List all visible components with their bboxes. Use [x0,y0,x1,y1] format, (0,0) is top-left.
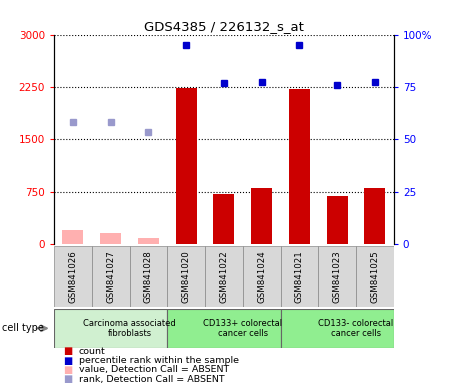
Bar [138,238,159,244]
Text: GSM841028: GSM841028 [144,250,153,303]
Text: cell type: cell type [2,323,44,333]
Bar [356,246,394,307]
Text: GSM841025: GSM841025 [370,250,379,303]
Bar [280,309,394,348]
Bar [251,188,272,244]
Text: ■: ■ [63,374,72,384]
Bar [54,246,92,307]
Bar [213,194,234,244]
Text: ■: ■ [63,346,72,356]
Text: GSM841024: GSM841024 [257,250,266,303]
Bar [100,233,121,244]
Title: GDS4385 / 226132_s_at: GDS4385 / 226132_s_at [144,20,304,33]
Text: GSM841022: GSM841022 [220,250,228,303]
Text: GSM841027: GSM841027 [106,250,115,303]
Text: CD133+ colorectal
cancer cells: CD133+ colorectal cancer cells [203,319,282,338]
Bar [243,246,280,307]
Text: GSM841026: GSM841026 [68,250,77,303]
Bar [327,196,347,244]
Bar [167,309,280,348]
Text: percentile rank within the sample: percentile rank within the sample [79,356,239,365]
Bar [280,246,318,307]
Bar [167,246,205,307]
Text: count: count [79,347,105,356]
Text: GSM841020: GSM841020 [182,250,191,303]
Text: GSM841023: GSM841023 [333,250,342,303]
Text: ■: ■ [63,356,72,366]
Bar [92,246,130,307]
Text: value, Detection Call = ABSENT: value, Detection Call = ABSENT [79,365,229,374]
Text: CD133- colorectal
cancer cells: CD133- colorectal cancer cells [319,319,394,338]
Bar [176,88,197,244]
Bar [364,188,385,244]
Text: Carcinoma associated
fibroblasts: Carcinoma associated fibroblasts [83,319,176,338]
Bar [205,246,243,307]
Bar [63,230,83,244]
Bar [318,246,356,307]
Bar [289,89,310,244]
Text: GSM841021: GSM841021 [295,250,304,303]
Text: rank, Detection Call = ABSENT: rank, Detection Call = ABSENT [79,374,225,384]
Bar [130,246,167,307]
Bar [54,309,167,348]
Text: ■: ■ [63,365,72,375]
